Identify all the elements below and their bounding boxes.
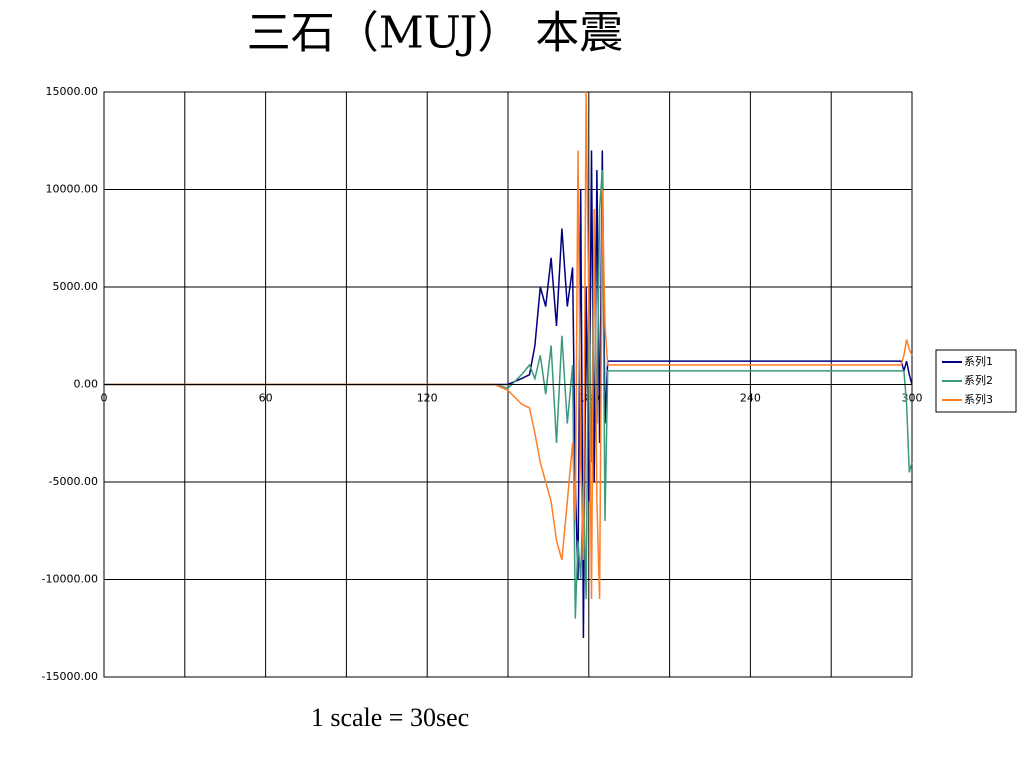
y-tick-label: -5000.00	[49, 475, 98, 488]
legend-label: 系列1	[964, 354, 993, 368]
x-tick-label: 120	[417, 392, 438, 405]
y-tick-label: -15000.00	[42, 670, 98, 683]
x-tick-label: 0	[101, 392, 108, 405]
y-tick-label: 0.00	[74, 378, 99, 391]
y-tick-label: -10000.00	[42, 573, 98, 586]
legend-label: 系列3	[964, 392, 993, 406]
scale-note: 1 scale = 30sec	[311, 703, 469, 732]
x-tick-label: 300	[902, 392, 923, 405]
y-tick-label: 10000.00	[46, 183, 99, 196]
x-tick-label: 240	[740, 392, 761, 405]
y-tick-label: 15000.00	[46, 85, 99, 98]
y-tick-label: 5000.00	[53, 280, 99, 293]
chart-title: 三石（MUJ） 本震	[247, 8, 624, 59]
x-tick-label: 60	[259, 392, 273, 405]
legend-label: 系列2	[964, 373, 993, 387]
series-line	[104, 91, 913, 600]
